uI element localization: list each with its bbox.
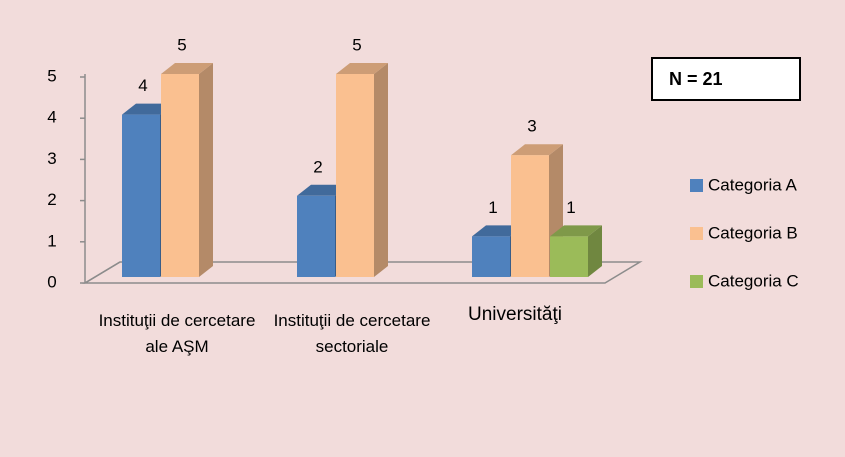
bar (122, 114, 160, 277)
value-label: 4 (138, 76, 147, 95)
y-axis-back (84, 261, 121, 284)
annotation: N = 21 (669, 69, 723, 89)
bar-side (588, 225, 602, 277)
y-tick-label: 2 (47, 190, 56, 209)
legend-swatch (690, 275, 703, 288)
y-tick-label: 1 (47, 231, 56, 250)
value-label: 5 (352, 35, 361, 54)
legend-swatch (690, 227, 703, 240)
bar (336, 74, 374, 277)
bar-top (336, 63, 388, 74)
bar (161, 74, 199, 277)
y-tick-label: 4 (47, 108, 56, 127)
bar-top (511, 144, 563, 156)
y-tick-label: 5 (47, 66, 56, 85)
y-tick-label: 0 (47, 272, 56, 291)
x-tick-label: Instituţii de cercetare sectoriale (273, 311, 431, 356)
legend-label: Categoria A (708, 175, 797, 194)
bar-top (161, 63, 213, 74)
bar-side (374, 63, 388, 277)
value-label: 3 (527, 117, 536, 136)
value-label: 1 (488, 198, 497, 217)
bar-side (199, 63, 213, 277)
value-label: 5 (177, 35, 186, 54)
bar (472, 236, 510, 277)
legend-swatch (690, 179, 703, 192)
y-tick-label: 3 (47, 149, 56, 168)
bar-top (550, 225, 602, 237)
x-tick-label: Instituţii de cercetare ale AŞM (98, 311, 256, 356)
bar (511, 155, 549, 277)
legend-label: Categoria C (708, 271, 799, 290)
legend-label: Categoria B (708, 223, 798, 242)
value-label: 1 (566, 198, 575, 217)
bar (550, 236, 588, 277)
bar (297, 195, 335, 277)
x-tick-label: Universităţi (468, 304, 562, 325)
value-label: 2 (313, 157, 322, 176)
annotation-box: N = 21 (651, 57, 801, 101)
